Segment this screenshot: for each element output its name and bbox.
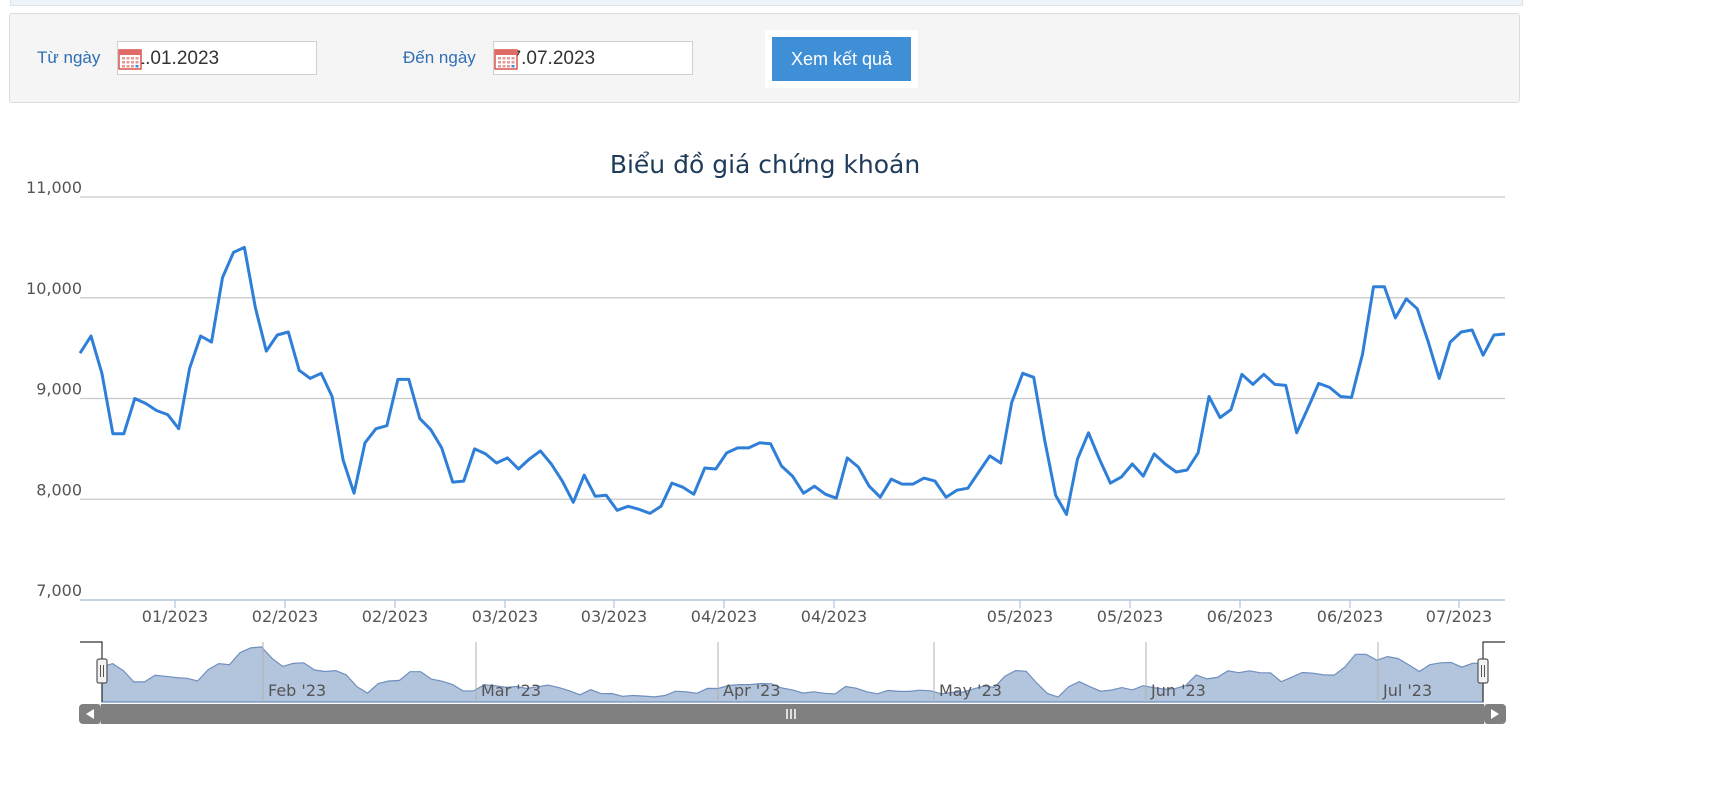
chart-title: Biểu đồ giá chứng khoán bbox=[609, 150, 921, 179]
scroll-left-arrow-icon bbox=[86, 709, 94, 719]
to-date-label: Đến ngày bbox=[403, 48, 476, 67]
navigator-month-label: Jul '23 bbox=[1382, 681, 1432, 700]
navigator-right-handle[interactable] bbox=[1477, 658, 1489, 684]
navigator-left-handle[interactable] bbox=[96, 658, 108, 684]
navigator-month-label: Mar '23 bbox=[481, 681, 541, 700]
navigator-month-label: Apr '23 bbox=[723, 681, 781, 700]
price-series-line bbox=[78, 245, 1506, 516]
navigator-area bbox=[101, 646, 1484, 703]
top-strip bbox=[10, 0, 1523, 6]
x-tick-label: 06/2023 bbox=[1317, 607, 1383, 626]
y-tick-label: 9,000 bbox=[36, 380, 82, 399]
from-date-value: 01.01.2023 bbox=[124, 48, 220, 69]
x-tick-label: 04/2023 bbox=[691, 607, 757, 626]
from-date-input[interactable]: 01.01.2023 bbox=[117, 41, 317, 75]
x-tick-label: 05/2023 bbox=[1097, 607, 1163, 626]
y-tick-label: 7,000 bbox=[36, 581, 82, 600]
to-date-value: 17.07.2023 bbox=[500, 48, 596, 69]
scrollbar-thumb[interactable] bbox=[101, 704, 1484, 724]
calendar-icon[interactable] bbox=[118, 48, 142, 70]
navigator-month-label: Jun '23 bbox=[1150, 681, 1206, 700]
x-tick-label: 05/2023 bbox=[987, 607, 1053, 626]
view-results-button[interactable]: Xem kết quả bbox=[772, 37, 911, 81]
y-tick-label: 10,000 bbox=[26, 279, 82, 298]
scroll-right-arrow-icon bbox=[1491, 709, 1499, 719]
x-tick-label: 06/2023 bbox=[1207, 607, 1273, 626]
from-date-label: Từ ngày bbox=[37, 48, 101, 67]
x-tick-label: 02/2023 bbox=[362, 607, 428, 626]
x-tick-label: 03/2023 bbox=[581, 607, 647, 626]
x-tick-label: 02/2023 bbox=[252, 607, 318, 626]
y-tick-label: 8,000 bbox=[36, 480, 82, 499]
x-tick-label: 04/2023 bbox=[801, 607, 867, 626]
x-tick-label: 01/2023 bbox=[142, 607, 208, 626]
calendar-icon[interactable] bbox=[494, 48, 518, 70]
navigator-month-label: May '23 bbox=[939, 681, 1002, 700]
to-date-input[interactable]: 17.07.2023 bbox=[493, 41, 693, 75]
y-tick-label: 11,000 bbox=[26, 178, 82, 197]
navigator-month-label: Feb '23 bbox=[268, 681, 326, 700]
x-tick-label: 07/2023 bbox=[1426, 607, 1492, 626]
x-tick-label: 03/2023 bbox=[472, 607, 538, 626]
